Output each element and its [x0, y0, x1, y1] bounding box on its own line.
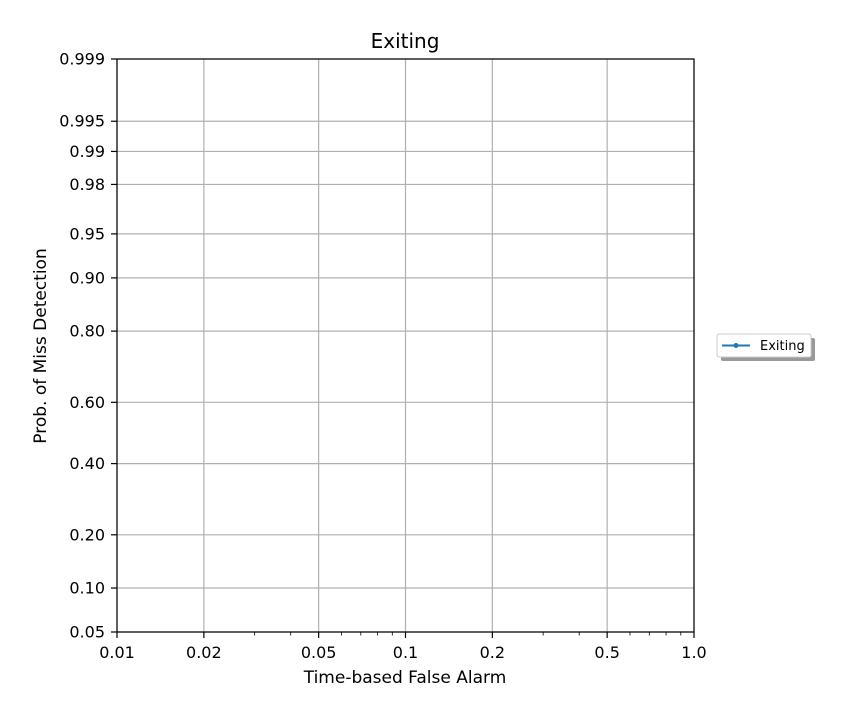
x-tick-label: 0.02: [186, 643, 222, 662]
y-tick-label: 0.995: [59, 112, 105, 131]
legend-box: [716, 333, 812, 358]
y-tick-label: 0.60: [69, 393, 105, 412]
plot-frame: [116, 58, 695, 633]
y-tick-label: 0.20: [69, 525, 105, 544]
y-tick-label: 0.99: [69, 142, 105, 161]
legend: Exiting: [716, 333, 815, 361]
y-tick-label: 0.10: [69, 579, 105, 598]
x-tick-label: 0.1: [393, 643, 418, 662]
x-tick-label: 0.2: [480, 643, 505, 662]
tick-layer: 0.01 0.02 0.05 0.1 0.2 0.5 1.0 0.05 0.10 0.20 0.40…: [59, 50, 707, 663]
y-tick-label: 0.40: [69, 454, 105, 473]
y-tick-label: 0.98: [69, 175, 105, 194]
x-tick-label: 0.5: [594, 643, 619, 662]
legend-series-label: Exiting: [760, 339, 805, 354]
legend-series-marker: [733, 343, 739, 348]
x-tick-label: 0.01: [99, 643, 135, 662]
y-tick-label: 0.80: [69, 322, 105, 341]
x-axis-label: Time-based False Alarm: [303, 668, 507, 688]
y-axis-label: Prob. of Miss Detection: [31, 248, 51, 443]
y-tick-label: 0.90: [69, 268, 105, 287]
chart-title: Exiting: [371, 29, 440, 53]
y-tick-label: 0.999: [59, 50, 105, 69]
grid-layer: [116, 58, 695, 633]
x-tick-label: 1.0: [681, 643, 706, 662]
y-tick-label: 0.05: [69, 623, 105, 642]
x-tick-label: 0.05: [301, 643, 337, 662]
y-tick-label: 0.95: [69, 224, 105, 243]
